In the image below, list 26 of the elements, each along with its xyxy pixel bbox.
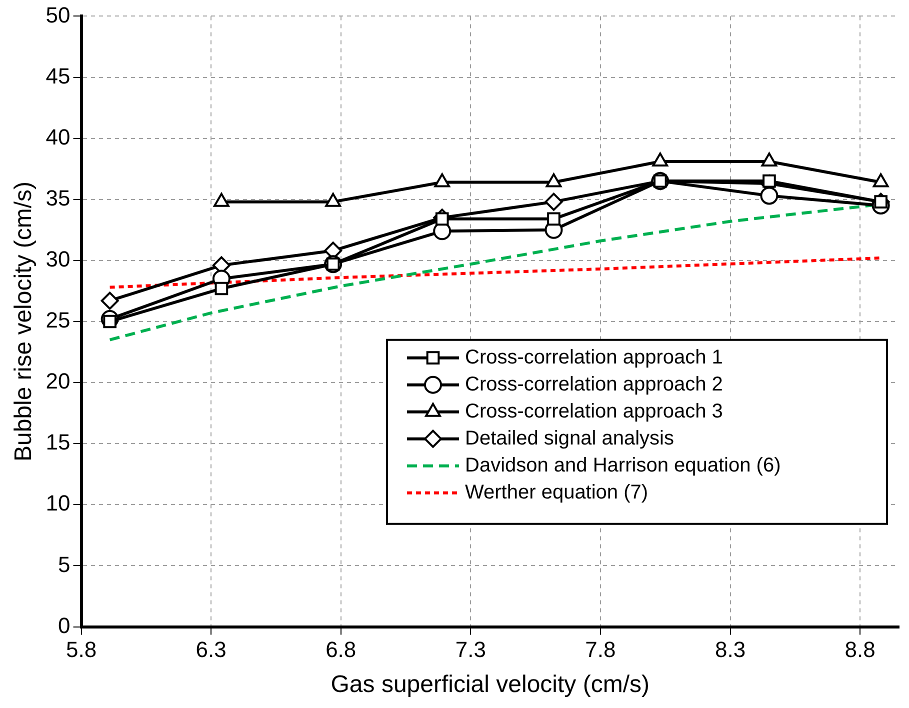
legend-label: Detailed signal analysis xyxy=(465,427,674,450)
legend-label: Davidson and Harrison equation (6) xyxy=(465,454,781,476)
legend-label: Cross-correlation approach 2 xyxy=(465,373,723,396)
x-tick-label: 7.3 xyxy=(455,637,486,662)
legend-label: Cross-correlation approach 3 xyxy=(465,400,723,422)
x-tick-label: 8.3 xyxy=(714,637,746,662)
y-tick-label: 10 xyxy=(46,490,70,516)
x-tick-label: 6.3 xyxy=(196,637,226,662)
y-tick-label: 30 xyxy=(46,246,70,272)
legend-label: Cross-correlation approach 1 xyxy=(465,346,723,368)
y-tick-label: 35 xyxy=(46,185,70,210)
y-axis-title: Bubble rise velocity (cm/s) xyxy=(10,181,38,462)
x-axis-title: Gas superficial velocity (cm/s) xyxy=(330,671,650,698)
y-tick-label: 50 xyxy=(46,2,70,28)
y-tick-label: 15 xyxy=(46,430,70,455)
y-tick-label: 45 xyxy=(46,63,70,88)
x-tick-label: 5.8 xyxy=(66,637,97,662)
x-tick-label: 6.8 xyxy=(326,637,356,662)
y-tick-label: 5 xyxy=(58,552,70,577)
y-tick-label: 40 xyxy=(46,124,70,150)
x-tick-label: 8.8 xyxy=(844,637,876,662)
y-tick-label: 0 xyxy=(58,612,70,638)
legend-label: Werther equation (7) xyxy=(465,481,648,504)
y-tick-label: 25 xyxy=(46,308,70,333)
x-tick-label: 7.8 xyxy=(585,637,616,662)
y-tick-label: 20 xyxy=(46,368,70,394)
